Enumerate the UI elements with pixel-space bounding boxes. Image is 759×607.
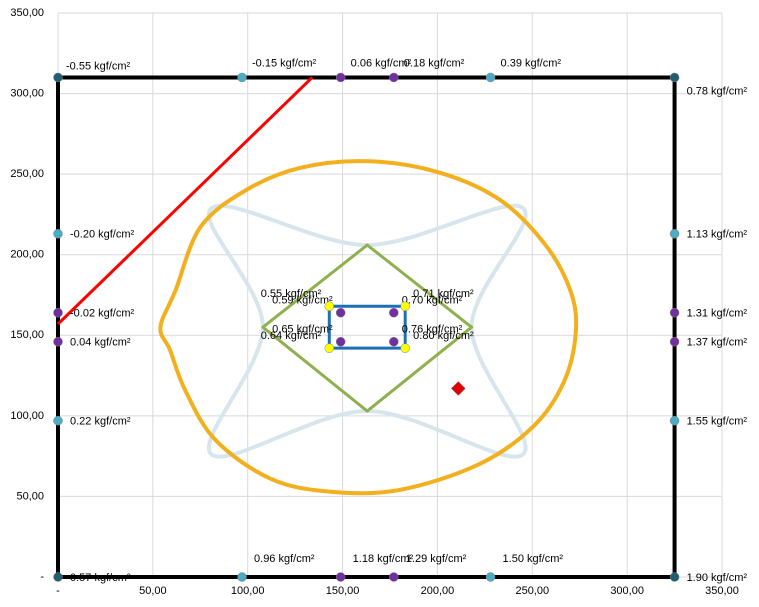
data-label: 0.80 kgf/cm² bbox=[413, 330, 474, 342]
marker bbox=[53, 572, 63, 582]
y-tick-label: 200,00 bbox=[10, 249, 44, 261]
x-tick-label: 100,00 bbox=[231, 585, 265, 597]
marker bbox=[400, 301, 410, 312]
y-tick-label: 50,00 bbox=[16, 490, 44, 502]
series-line bbox=[56, 76, 314, 326]
data-label: 1.29 kgf/cm² bbox=[406, 553, 467, 565]
marker bbox=[237, 72, 247, 83]
x-tick-label: 150,00 bbox=[326, 585, 360, 597]
data-label: 0.71 kgf/cm² bbox=[413, 288, 474, 300]
data-label: -0.55 kgf/cm² bbox=[66, 60, 131, 72]
marker bbox=[53, 72, 63, 83]
y-tick-label: 250,00 bbox=[10, 168, 44, 180]
marker bbox=[53, 307, 63, 318]
marker bbox=[389, 307, 399, 318]
marker bbox=[389, 336, 399, 347]
x-tick-label: - bbox=[56, 585, 60, 597]
data-label: 0.96 kgf/cm² bbox=[254, 553, 315, 565]
x-tick-label: 50,00 bbox=[139, 585, 167, 597]
marker bbox=[485, 72, 496, 83]
data-label: -0.15 kgf/cm² bbox=[252, 57, 317, 69]
data-label: 0.64 kgf/cm² bbox=[261, 330, 322, 342]
y-tick-label: 300,00 bbox=[10, 87, 44, 99]
marker bbox=[389, 72, 399, 83]
series-line bbox=[207, 203, 528, 459]
marker bbox=[669, 336, 680, 347]
data-label: -0.20 kgf/cm² bbox=[70, 229, 135, 241]
y-tick-label: 150,00 bbox=[10, 329, 44, 341]
data-label: 0.78 kgf/cm² bbox=[687, 85, 748, 97]
data-label: 1.31 kgf/cm² bbox=[687, 308, 748, 320]
series-line bbox=[56, 75, 677, 579]
x-tick-label: 250,00 bbox=[515, 585, 549, 597]
marker bbox=[669, 229, 680, 239]
data-label: 0.55 kgf/cm² bbox=[261, 288, 322, 300]
y-tick-label: 350,00 bbox=[10, 7, 44, 19]
marker bbox=[669, 72, 680, 83]
data-label: 0.57 kgf/cm² bbox=[70, 572, 131, 584]
data-label: 0.76 kgf/cm² bbox=[402, 324, 463, 336]
data-label: 0.65 kgf/cm² bbox=[272, 324, 333, 336]
marker bbox=[237, 572, 247, 582]
marker bbox=[389, 572, 399, 582]
x-tick-label: 300,00 bbox=[610, 585, 644, 597]
marker bbox=[669, 307, 680, 318]
data-label: 0.39 kgf/cm² bbox=[501, 57, 562, 69]
y-tick-label: - bbox=[40, 571, 44, 583]
x-tick-label: 350,00 bbox=[705, 585, 739, 597]
marker bbox=[53, 336, 63, 347]
marker bbox=[335, 307, 346, 318]
y-tick-label: 100,00 bbox=[10, 410, 44, 422]
marker bbox=[335, 336, 346, 347]
marker bbox=[669, 572, 680, 582]
data-label: 0.06 kgf/cm² bbox=[351, 57, 412, 69]
marker bbox=[485, 572, 496, 582]
data-label: -0.02 kgf/cm² bbox=[70, 308, 135, 320]
marker bbox=[450, 381, 466, 396]
marker bbox=[53, 415, 63, 426]
data-label: 0.70 kgf/cm² bbox=[402, 295, 463, 307]
series-line bbox=[261, 243, 474, 413]
series-line bbox=[158, 159, 579, 496]
data-label: 0.22 kgf/cm² bbox=[70, 416, 131, 428]
data-label: 1.37 kgf/cm² bbox=[687, 337, 748, 349]
data-label: 0.18 kgf/cm² bbox=[404, 57, 465, 69]
data-label: 1.50 kgf/cm² bbox=[503, 553, 564, 565]
x-tick-label: 200,00 bbox=[421, 585, 455, 597]
data-label: 0.59 kgf/cm² bbox=[272, 295, 333, 307]
data-label: 1.18 kgf/cm² bbox=[353, 553, 414, 565]
data-label: 1.55 kgf/cm² bbox=[687, 416, 748, 428]
data-label: 0.04 kgf/cm² bbox=[70, 337, 131, 349]
marker bbox=[324, 343, 335, 353]
marker bbox=[400, 343, 410, 353]
data-label: 1.90 kgf/cm² bbox=[687, 572, 748, 584]
marker bbox=[335, 72, 346, 83]
marker bbox=[324, 301, 335, 312]
marker bbox=[53, 229, 63, 239]
marker bbox=[335, 572, 346, 582]
marker bbox=[669, 415, 680, 426]
data-label: 1.13 kgf/cm² bbox=[687, 229, 748, 241]
